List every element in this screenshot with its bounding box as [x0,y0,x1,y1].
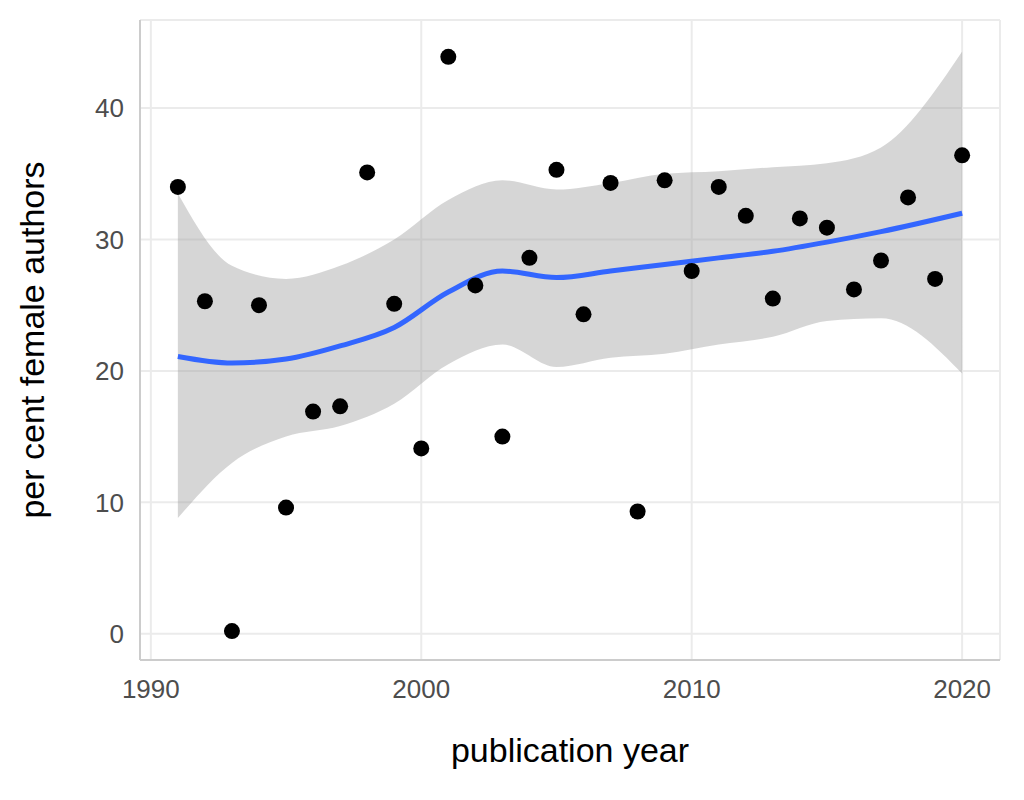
svg-text:publication year: publication year [451,731,689,769]
svg-text:2020: 2020 [933,674,991,704]
svg-text:30: 30 [95,225,124,255]
svg-text:40: 40 [95,93,124,123]
svg-text:20: 20 [95,356,124,386]
svg-text:1990: 1990 [122,674,180,704]
svg-text:2000: 2000 [392,674,450,704]
svg-text:10: 10 [95,488,124,518]
svg-text:per cent female authors: per cent female authors [13,161,51,518]
svg-text:0: 0 [110,619,124,649]
svg-text:2010: 2010 [663,674,721,704]
